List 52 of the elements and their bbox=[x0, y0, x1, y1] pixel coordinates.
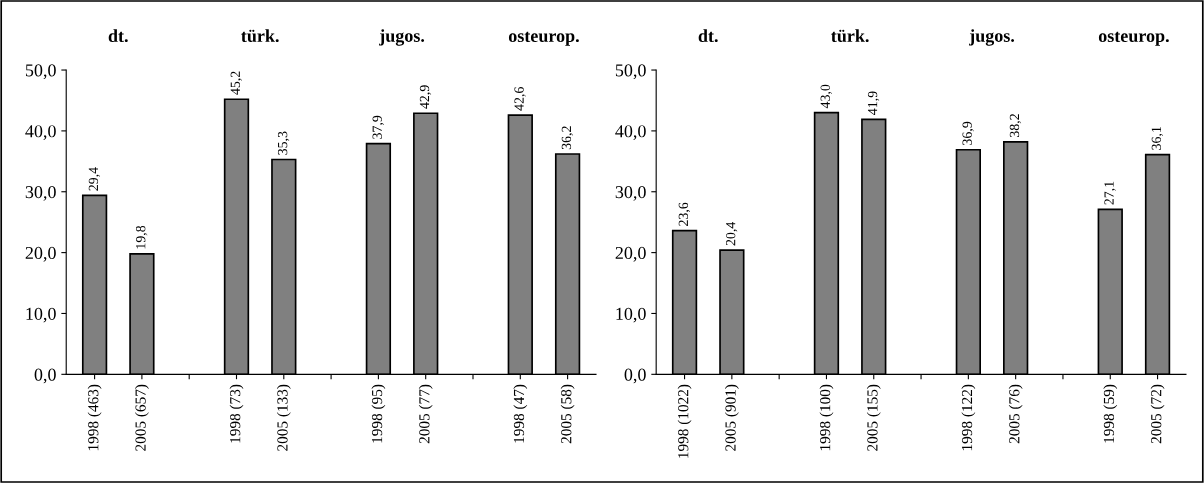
data-label: 19,8 bbox=[136, 225, 148, 249]
x-tick-label: 1998 (100) bbox=[819, 384, 834, 451]
y-tick-label: 40,0 bbox=[25, 125, 56, 140]
text: osteurop. bbox=[508, 31, 579, 46]
data-label: 36,1 bbox=[1151, 126, 1164, 150]
text: türk. bbox=[241, 29, 279, 43]
data-label: 20,4 bbox=[725, 221, 738, 246]
x-tick-label: 2005 (76) bbox=[1008, 384, 1023, 444]
y-tick-label: 0,0 bbox=[624, 368, 646, 384]
text: türk. bbox=[831, 29, 869, 43]
y-tick-label: 10,0 bbox=[26, 307, 56, 323]
y-tick-label: 10,0 bbox=[616, 307, 646, 323]
x-tick-label: 1998 (95) bbox=[371, 384, 386, 443]
data-label: 45,2 bbox=[230, 71, 242, 95]
x-tick-label: 1998 (122) bbox=[961, 384, 976, 451]
x-tick-label: 2005 (77) bbox=[418, 384, 433, 444]
data-label: 43,0 bbox=[820, 84, 832, 109]
data-label: 36,9 bbox=[962, 121, 974, 145]
y-tick-label: 30,0 bbox=[615, 186, 646, 201]
x-tick-label: 2005 (72) bbox=[1150, 384, 1165, 444]
data-label: 42,9 bbox=[419, 85, 432, 109]
y-tick-label: 30,0 bbox=[25, 186, 56, 201]
text: osteurop. bbox=[1098, 31, 1169, 46]
data-label: 37,9 bbox=[372, 115, 384, 139]
x-tick-label: 2005 (901) bbox=[724, 384, 739, 451]
x-tick-label: 1998 (463) bbox=[87, 384, 102, 451]
text: dt. bbox=[698, 29, 718, 43]
x-tick-label: 1998 (1022) bbox=[677, 384, 692, 458]
x-tick-label: 1998 (73) bbox=[229, 384, 244, 443]
y-tick-label: 50,0 bbox=[25, 64, 56, 80]
text: jugos. bbox=[969, 29, 1015, 46]
y-tick-label: 20,0 bbox=[615, 246, 646, 262]
data-label: 41,9 bbox=[867, 91, 880, 115]
x-tick-label: 2005 (58) bbox=[560, 384, 575, 444]
y-tick-label: 20,0 bbox=[25, 246, 56, 262]
data-label: 35,3 bbox=[277, 131, 290, 155]
data-label: 38,2 bbox=[1009, 114, 1022, 138]
y-tick-label: 50,0 bbox=[615, 64, 646, 80]
text: dt. bbox=[108, 29, 128, 43]
data-label: 42,6 bbox=[514, 87, 526, 111]
data-label: 27,1 bbox=[1104, 181, 1116, 205]
x-tick-label: 2005 (133) bbox=[276, 384, 291, 451]
text: jugos. bbox=[379, 29, 425, 46]
data-label: 36,2 bbox=[561, 126, 574, 150]
y-tick-label: 40,0 bbox=[615, 125, 646, 140]
y-tick-label: 0,0 bbox=[34, 368, 56, 384]
data-label: 23,6 bbox=[678, 202, 691, 226]
x-tick-label: 2005 (155) bbox=[866, 384, 881, 451]
x-tick-label: 1998 (47) bbox=[513, 384, 528, 443]
x-tick-label: 1998 (59) bbox=[1103, 384, 1118, 443]
data-label: 29,4 bbox=[88, 167, 101, 191]
x-tick-label: 2005 (657) bbox=[134, 384, 149, 451]
